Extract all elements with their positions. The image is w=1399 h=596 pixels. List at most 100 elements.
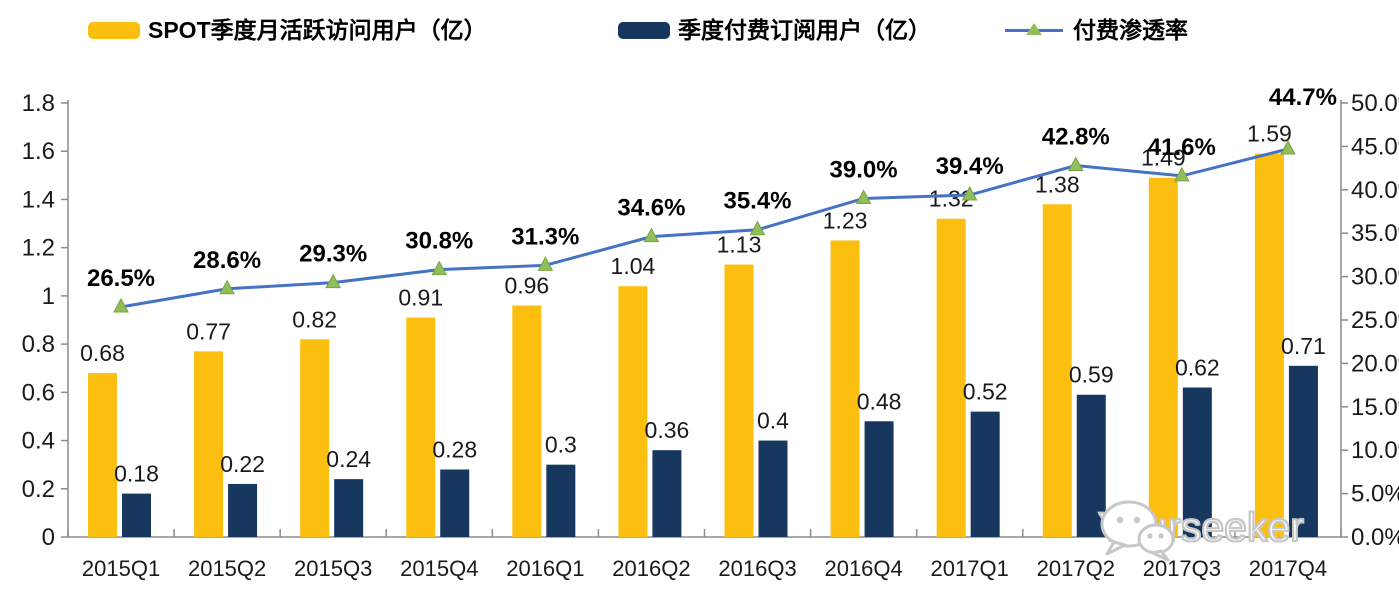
line-label-2017Q1: 39.4% (936, 153, 1004, 180)
legend-label-penetration: 付费渗透率 (1073, 17, 1188, 43)
bar-label-subs-2016Q3: 0.4 (757, 408, 789, 434)
bar-subs-2016Q4 (864, 421, 894, 537)
line-label-2017Q4: 44.7% (1269, 84, 1337, 111)
line-label-2015Q4: 30.8% (405, 228, 473, 255)
right-axis-tick-label: 0.0% (1351, 524, 1399, 551)
right-axis-tick-label: 30.0% (1351, 264, 1399, 291)
right-axis-tick-label: 15.0% (1351, 394, 1399, 421)
watermark: Yourseeker (1097, 498, 1305, 562)
x-label-2017Q2: 2017Q2 (1037, 556, 1115, 581)
left-axis-tick-label: 1.6 (22, 138, 55, 165)
line-marker-2016Q4 (855, 189, 872, 204)
x-label-2015Q3: 2015Q3 (294, 556, 372, 581)
legend-swatch-subscribers (618, 21, 670, 39)
right-axis-tick-label: 50.0% (1351, 90, 1399, 117)
left-axis-tick-label: 1.2 (22, 235, 55, 262)
bar-label-subs-2016Q2: 0.36 (645, 417, 690, 443)
line-label-2015Q1: 26.5% (87, 265, 155, 292)
x-label-2016Q1: 2016Q1 (506, 556, 584, 581)
line-marker-2016Q2 (643, 227, 660, 243)
line-label-2016Q2: 34.6% (617, 195, 685, 222)
bar-label-subs-2017Q3: 0.62 (1175, 355, 1220, 381)
bar-mau-2015Q4 (406, 317, 436, 537)
triangle-marker-icon (1026, 23, 1042, 36)
x-label-2016Q3: 2016Q3 (718, 556, 796, 581)
line-label-2016Q3: 35.4% (723, 188, 791, 215)
line-marker-2015Q1 (113, 297, 129, 313)
legend-item-mau: SPOT季度月活跃访问用户（亿） (88, 16, 487, 44)
bar-mau-2015Q1 (88, 373, 117, 537)
bar-label-mau-2016Q3: 1.13 (717, 232, 762, 258)
x-label-2016Q4: 2016Q4 (824, 556, 902, 581)
line-label-2016Q4: 39.0% (830, 156, 898, 183)
legend-item-subscribers: 季度付费订阅用户（亿） (618, 16, 931, 44)
bar-label-subs-2017Q4: 0.71 (1281, 333, 1326, 359)
bar-mau-2017Q3 (1148, 177, 1178, 537)
bar-label-subs-2016Q4: 0.48 (857, 388, 902, 414)
bar-subs-2017Q2 (1076, 394, 1106, 537)
x-label-2017Q4: 2017Q4 (1249, 556, 1327, 581)
line-marker-2017Q2 (1067, 156, 1084, 171)
left-axis-tick-label: 0.8 (22, 331, 55, 358)
line-marker-2017Q1 (961, 185, 978, 201)
line-marker-2017Q4 (1280, 139, 1296, 155)
bar-mau-2016Q2 (618, 286, 648, 537)
bar-subs-2017Q3 (1182, 387, 1212, 537)
bar-label-mau-2016Q1: 0.96 (504, 273, 549, 299)
left-axis-tick-label: 0.6 (22, 379, 55, 406)
right-axis-tick-label: 35.0% (1351, 220, 1399, 247)
bar-subs-2015Q3 (334, 479, 364, 537)
line-label-2017Q2: 42.8% (1042, 123, 1110, 150)
x-label-2015Q4: 2015Q4 (400, 556, 478, 581)
line-label-2016Q1: 31.3% (511, 223, 579, 250)
bar-label-mau-2015Q3: 0.82 (292, 306, 337, 332)
line-marker-2015Q4 (431, 260, 448, 276)
line-marker-2015Q3 (325, 273, 342, 289)
right-axis-tick-label: 10.0% (1351, 437, 1399, 464)
left-axis-tick-label: 0 (42, 524, 55, 551)
left-axis-tick-label: 0.2 (22, 476, 55, 503)
bar-label-mau-2015Q1: 0.68 (80, 340, 125, 366)
bar-label-mau-2016Q2: 1.04 (611, 253, 656, 279)
bar-mau-2016Q4 (830, 240, 860, 537)
x-label-2016Q2: 2016Q2 (612, 556, 690, 581)
line-marker-2017Q3 (1173, 166, 1190, 182)
left-axis-tick-label: 0.4 (22, 428, 55, 455)
right-axis-tick-label: 45.0% (1351, 133, 1399, 160)
right-axis-tick-label: 40.0% (1351, 177, 1399, 204)
line-label-2015Q2: 28.6% (193, 247, 261, 274)
bar-subs-2016Q1 (546, 464, 576, 537)
legend-item-penetration: 付费渗透率 (1005, 16, 1188, 44)
bar-label-mau-2017Q3: 1.49 (1141, 145, 1186, 171)
line-label-2017Q3: 41.6% (1148, 134, 1216, 161)
right-axis-tick-label: 20.0% (1351, 350, 1399, 377)
line-marker-2016Q1 (537, 256, 554, 271)
bar-subs-2016Q2 (652, 450, 682, 537)
bar-mau-2017Q4 (1254, 153, 1284, 537)
bar-mau-2016Q3 (724, 264, 754, 537)
bar-mau-2017Q1 (936, 218, 966, 537)
bar-label-subs-2017Q2: 0.59 (1069, 362, 1114, 388)
legend-swatch-mau (88, 21, 140, 39)
bar-label-subs-2015Q1: 0.18 (114, 461, 159, 487)
bar-mau-2017Q2 (1042, 204, 1072, 537)
bar-label-subs-2015Q3: 0.24 (326, 446, 371, 472)
bar-mau-2015Q3 (300, 339, 330, 537)
bar-label-subs-2016Q1: 0.3 (545, 432, 577, 458)
line-label-2015Q3: 29.3% (299, 241, 367, 268)
bar-subs-2015Q4 (440, 469, 470, 537)
bar-label-subs-2015Q4: 0.28 (432, 436, 477, 462)
bar-subs-2015Q2 (228, 483, 258, 537)
x-label-2015Q1: 2015Q1 (82, 556, 160, 581)
bar-label-mau-2016Q4: 1.23 (823, 207, 868, 233)
bar-mau-2016Q1 (512, 305, 542, 537)
bar-label-subs-2017Q1: 0.52 (963, 379, 1008, 405)
left-axis-tick-label: 1.4 (22, 186, 55, 213)
x-label-2015Q2: 2015Q2 (188, 556, 266, 581)
bar-subs-2016Q3 (758, 440, 788, 537)
left-axis-tick-label: 1.8 (22, 90, 55, 117)
bar-subs-2017Q1 (970, 411, 1000, 537)
penetration-line (120, 147, 1289, 309)
